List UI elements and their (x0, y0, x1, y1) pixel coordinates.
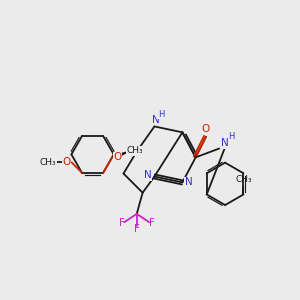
Text: N: N (152, 115, 160, 125)
Text: N: N (220, 138, 228, 148)
Text: N: N (144, 170, 152, 180)
Text: CH₃: CH₃ (127, 146, 143, 155)
Text: O: O (202, 124, 210, 134)
Text: F: F (148, 218, 154, 228)
Text: N: N (185, 177, 193, 188)
Text: CH₃: CH₃ (235, 175, 252, 184)
Text: H: H (228, 132, 235, 141)
Text: F: F (119, 218, 125, 228)
Text: F: F (134, 224, 140, 234)
Text: H: H (158, 110, 164, 118)
Text: O: O (113, 152, 122, 163)
Text: O: O (62, 158, 70, 167)
Text: CH₃: CH₃ (40, 158, 56, 167)
